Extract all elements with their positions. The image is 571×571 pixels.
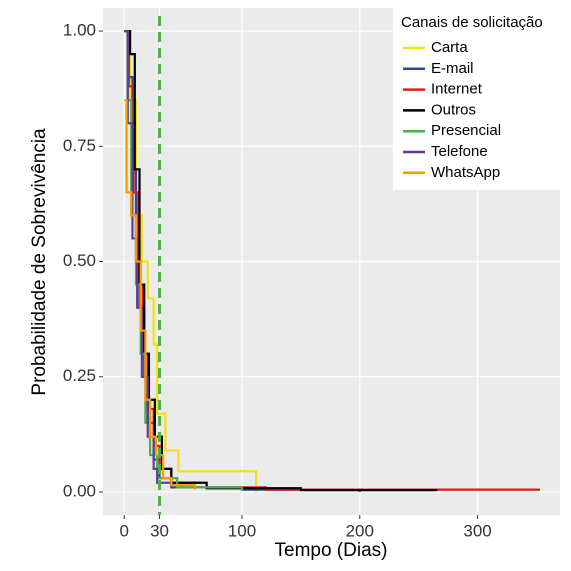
legend-label: Outros [431, 101, 476, 118]
x-axis-title: Tempo (Dias) [275, 540, 388, 561]
legend-title: Canais de solicitação [401, 14, 543, 31]
y-tick-label: 0.25 [63, 366, 96, 385]
x-tick-label: 0 [119, 521, 128, 540]
legend-label: E-mail [431, 60, 474, 77]
legend-label: WhatsApp [431, 164, 500, 181]
y-axis-title: Probabilidade de Sobrevivência [29, 128, 50, 396]
y-tick-label: 0.50 [63, 251, 96, 270]
legend-label: Carta [431, 39, 468, 56]
survival-curve [124, 29, 258, 492]
x-tick-label: 300 [463, 521, 491, 540]
x-tick-label: 200 [346, 521, 374, 540]
y-tick-label: 0.00 [63, 481, 96, 500]
x-tick-label: 30 [150, 521, 169, 540]
y-tick-label: 0.75 [63, 136, 96, 155]
legend-label: Telefone [431, 143, 488, 160]
y-tick-label: 1.00 [63, 21, 96, 40]
survival-curve [124, 29, 173, 488]
x-tick-label: 100 [228, 521, 256, 540]
legend-label: Internet [431, 81, 483, 98]
survival-curve [124, 99, 196, 490]
legend-label: Presencial [431, 122, 501, 139]
legend-box [393, 8, 560, 190]
